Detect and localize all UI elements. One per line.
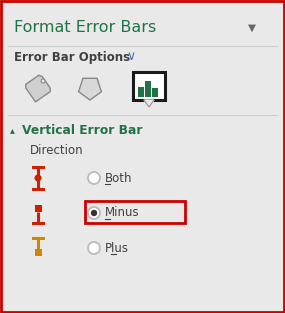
- Polygon shape: [79, 78, 101, 100]
- Bar: [145, 81, 151, 97]
- Text: Plus: Plus: [105, 242, 129, 254]
- Bar: [34, 249, 42, 256]
- Text: ▼: ▼: [248, 23, 256, 33]
- Polygon shape: [144, 100, 154, 107]
- Text: Vertical Error Bar: Vertical Error Bar: [22, 124, 142, 136]
- Circle shape: [91, 210, 97, 216]
- Text: ▴: ▴: [10, 125, 15, 135]
- Circle shape: [34, 175, 42, 182]
- Bar: [138, 87, 144, 97]
- Text: Direction: Direction: [30, 143, 84, 156]
- Circle shape: [41, 79, 45, 83]
- Text: ∨: ∨: [126, 50, 135, 64]
- Text: Both: Both: [105, 172, 133, 184]
- Circle shape: [88, 172, 100, 184]
- Bar: [152, 88, 158, 97]
- Polygon shape: [26, 75, 50, 102]
- FancyBboxPatch shape: [133, 72, 165, 100]
- Text: Minus: Minus: [105, 207, 140, 219]
- Circle shape: [88, 242, 100, 254]
- Circle shape: [88, 207, 100, 219]
- Bar: [34, 205, 42, 212]
- Text: Format Error Bars: Format Error Bars: [14, 20, 156, 35]
- Text: Error Bar Options: Error Bar Options: [14, 52, 130, 64]
